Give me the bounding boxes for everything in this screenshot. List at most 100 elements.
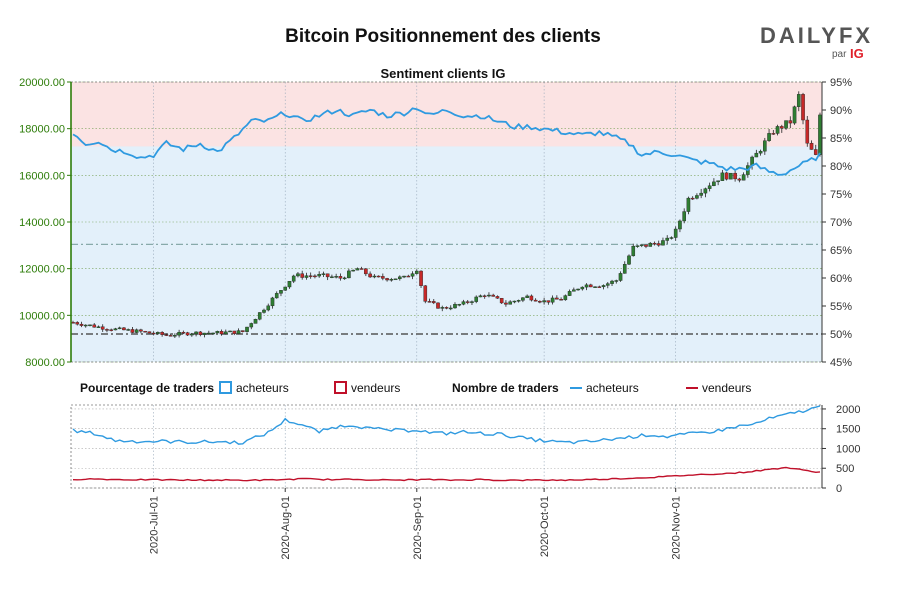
- sentiment-tick-label: 50%: [830, 329, 852, 341]
- candle-body: [215, 331, 220, 334]
- candle-body: [368, 273, 372, 278]
- candle-body: [177, 331, 181, 336]
- candle-body: [398, 276, 402, 280]
- brand-partner: IG: [850, 46, 864, 61]
- candle-body: [381, 276, 385, 279]
- candle-body: [627, 255, 631, 265]
- count-tick-label: 2000: [836, 404, 860, 416]
- candle-body: [207, 332, 211, 335]
- candle-body: [673, 228, 678, 238]
- candle-body: [648, 242, 653, 247]
- candle-body: [576, 288, 580, 291]
- candle-body: [419, 270, 423, 286]
- sentiment-tick-label: 55%: [830, 301, 852, 313]
- candle-body: [669, 237, 674, 239]
- candle-body: [453, 304, 457, 309]
- candle-body: [296, 273, 300, 277]
- candle-body: [117, 327, 122, 330]
- sentiment-tick-label: 85%: [830, 133, 852, 145]
- candle-body: [529, 295, 534, 301]
- candle-body: [682, 211, 686, 222]
- legend-count-title: Nombre de traders: [452, 381, 559, 395]
- candle-body: [249, 323, 254, 328]
- candle-body: [491, 294, 495, 297]
- sentiment-axis: 45% 50% 55% 60% 65% 70% 75% 80% 85% 90% 95%: [821, 77, 852, 369]
- candle-body: [546, 300, 551, 303]
- candle-body: [100, 326, 105, 330]
- candle-body: [317, 274, 321, 277]
- candle-body: [257, 312, 262, 320]
- date-tick-label: 2020-Aug-01: [280, 496, 292, 560]
- candle-body: [139, 329, 143, 332]
- candle-body: [656, 243, 661, 246]
- candle-body: [143, 331, 147, 333]
- candle-body: [482, 295, 487, 297]
- candle-body: [376, 275, 381, 278]
- candle-body: [652, 242, 657, 245]
- main-grid: [71, 81, 822, 363]
- candle-body: [96, 326, 101, 328]
- candle-body: [440, 307, 445, 309]
- candle-body: [436, 302, 440, 309]
- candle-body: [703, 188, 708, 194]
- candle-body: [300, 273, 304, 278]
- candle-body: [173, 335, 177, 337]
- candle-body: [644, 244, 648, 247]
- candle-body: [71, 322, 75, 324]
- candle-body: [351, 269, 355, 272]
- candle-body: [555, 297, 559, 300]
- candle-body: [334, 276, 338, 278]
- candle-body: [202, 332, 207, 335]
- candle-body: [610, 280, 614, 284]
- sentiment-tick-label: 75%: [830, 189, 852, 201]
- candle-body: [818, 114, 822, 155]
- candle-body: [618, 273, 623, 281]
- sellers-count-line: [72, 466, 821, 482]
- candle-body: [240, 330, 245, 332]
- count-tick-label: 0: [836, 483, 842, 495]
- price-tick-label: 20000.00: [19, 77, 65, 89]
- legend-pct-sellers: vendeurs: [351, 381, 400, 395]
- candle-body: [359, 268, 364, 270]
- candle-body: [805, 119, 810, 144]
- candle-body: [733, 172, 737, 180]
- price-tick-label: 14000.00: [19, 217, 65, 229]
- candle-body: [266, 305, 271, 311]
- candle-body: [364, 268, 368, 275]
- candle-body: [291, 275, 296, 282]
- candle-body: [185, 332, 190, 336]
- candle-body: [771, 133, 776, 135]
- buyers-count-line: [72, 405, 821, 445]
- candle-body: [716, 180, 720, 183]
- candle-body: [130, 329, 135, 333]
- candle-body: [355, 268, 360, 271]
- candle-body: [813, 149, 818, 155]
- price-tick-label: 10000.00: [19, 310, 65, 322]
- legend: Pourcentage de traders acheteurs vendeur…: [80, 381, 751, 395]
- candle-body: [720, 172, 725, 181]
- candle-body: [325, 273, 330, 278]
- sentiment-line: [72, 107, 821, 176]
- price-candles: [71, 91, 822, 338]
- candle-body: [88, 324, 92, 327]
- candle-body: [431, 301, 436, 304]
- candle-body: [232, 330, 237, 334]
- candle-body: [270, 297, 275, 307]
- candle-body: [754, 152, 759, 158]
- candle-body: [147, 331, 152, 334]
- candle-body: [661, 240, 665, 246]
- candle-body: [639, 244, 644, 246]
- count-axis: 0 500 1000 1500 2000: [821, 404, 860, 495]
- candle-body: [194, 331, 198, 335]
- price-tick-label: 18000.00: [19, 124, 65, 136]
- sentiment-tick-label: 95%: [830, 77, 852, 89]
- candle-body: [695, 195, 699, 199]
- candle-body: [181, 331, 186, 334]
- price-tick-label: 16000.00: [19, 170, 65, 182]
- candle-body: [504, 302, 508, 305]
- candle-body: [274, 293, 279, 299]
- candle-body: [330, 276, 334, 278]
- candle-body: [410, 273, 415, 277]
- candle-body: [542, 300, 546, 303]
- candle-body: [321, 273, 326, 275]
